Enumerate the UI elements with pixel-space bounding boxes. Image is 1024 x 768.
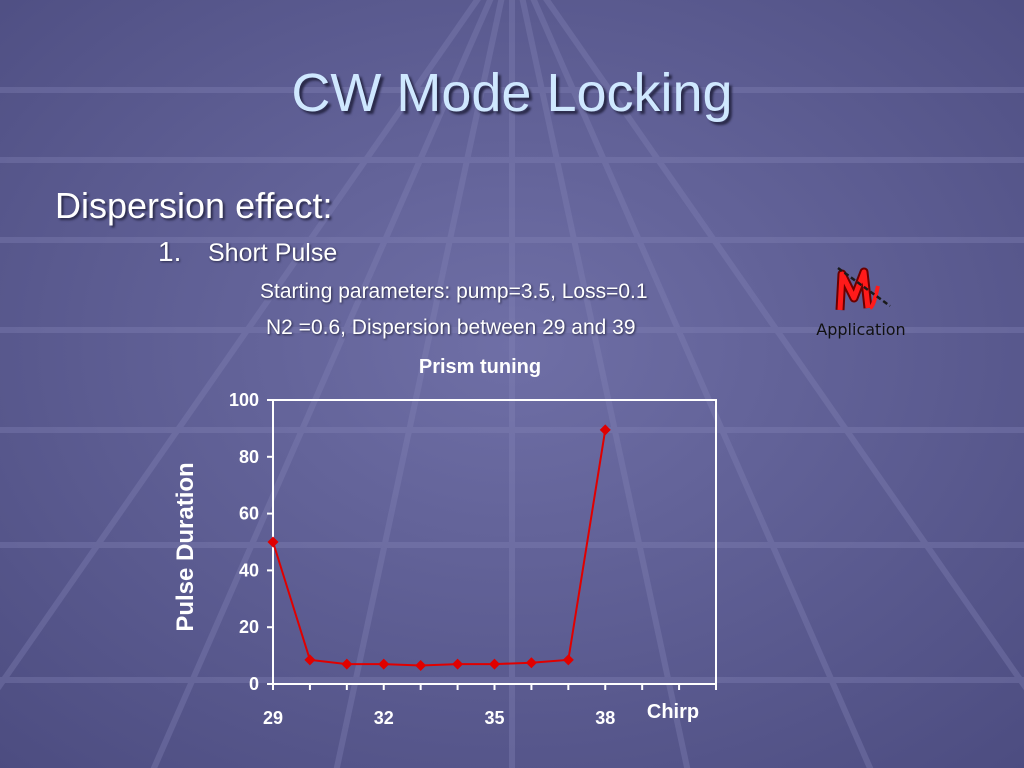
y-tick-label: 20 [239, 617, 259, 637]
x-axis-label: Chirp [647, 701, 699, 723]
item-number: 1. [158, 236, 182, 267]
data-point-marker [525, 657, 537, 669]
matlab-application-icon[interactable] [812, 262, 916, 348]
plot-area-frame [272, 399, 717, 685]
slide-title: CW Mode Locking [291, 63, 733, 123]
prism-tuning-chart: Prism tuning Pulse Duration Chirp 0 20 40 6… [172, 356, 717, 728]
item-label: Short Pulse [208, 239, 338, 267]
series-layer [267, 424, 611, 672]
chart-title: Prism tuning [419, 356, 541, 378]
y-tick-label: 100 [229, 390, 259, 410]
numbered-item: 1. Short Pulse [158, 236, 337, 268]
axis-ticks: 0 20 40 60 80 100 29 32 35 38 [229, 390, 717, 728]
x-tick-label: 32 [374, 708, 394, 728]
data-point-marker [304, 654, 316, 666]
data-point-marker [378, 658, 390, 670]
data-point-marker [267, 536, 279, 548]
y-axis-label: Pulse Duration [172, 462, 199, 631]
starting-parameters-line: Starting parameters: pump=3.5, Loss=0.1 [260, 280, 648, 303]
matlab-m-logo-icon [835, 266, 891, 311]
data-point-marker [341, 658, 353, 670]
x-tick-label: 29 [263, 708, 283, 728]
y-tick-label: 40 [239, 560, 259, 580]
x-tick-label: 38 [595, 708, 615, 728]
dispersion-range-line: N2 =0.6, Dispersion between 29 and 39 [266, 316, 636, 339]
y-tick-label: 0 [249, 674, 259, 694]
data-point-marker [415, 660, 427, 672]
data-point-marker [599, 424, 611, 436]
y-tick-label: 80 [239, 447, 259, 467]
y-tick-label: 60 [239, 504, 259, 524]
data-point-marker [452, 658, 464, 670]
data-point-marker [489, 658, 500, 670]
x-tick-label: 35 [484, 708, 504, 728]
application-label: Application [816, 320, 906, 339]
bullet-dispersion-effect: Dispersion effect: [55, 185, 333, 226]
data-point-marker [562, 654, 574, 666]
series-line [272, 429, 607, 667]
